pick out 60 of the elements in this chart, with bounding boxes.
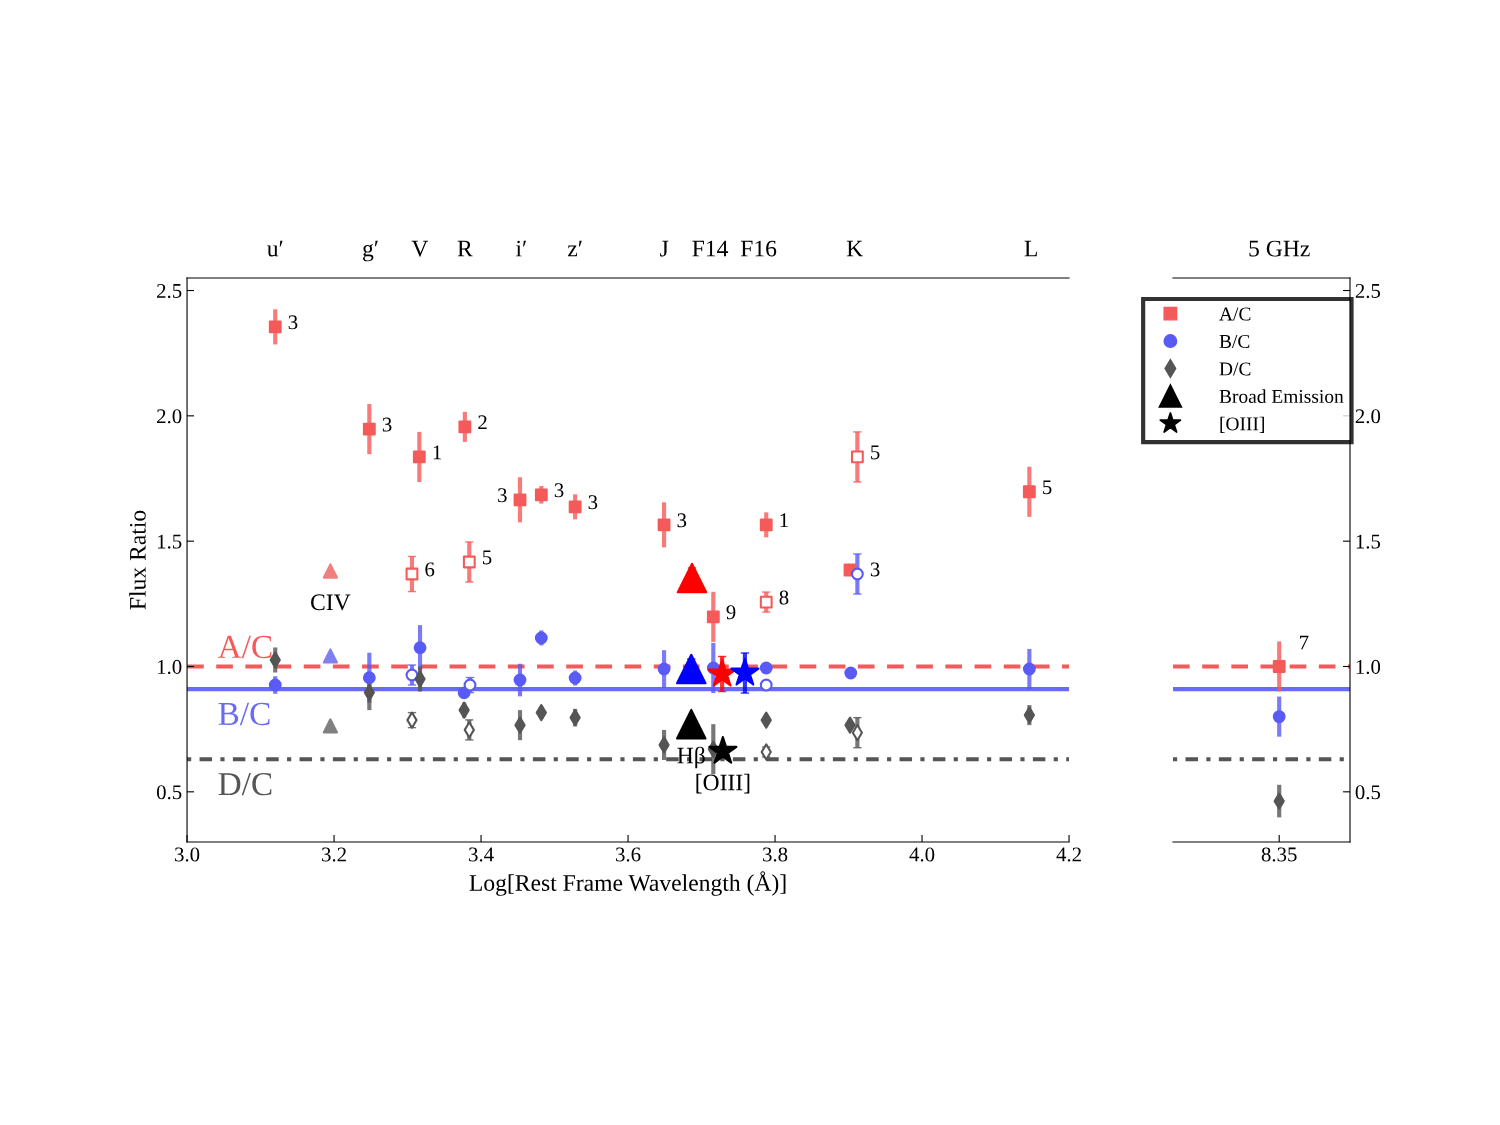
text: i′ xyxy=(515,240,527,257)
legend-label: Broad Emission xyxy=(1219,389,1344,403)
text: F14 xyxy=(692,240,729,257)
ref-line-label: A/C xyxy=(217,635,272,659)
y-tick-label: 0.5 xyxy=(156,785,182,800)
text: F16 xyxy=(740,240,777,257)
legend-label: B/C xyxy=(1219,334,1250,349)
annotation: 3 xyxy=(382,417,392,432)
text: R xyxy=(457,240,473,257)
x-tick-label: 3.6 xyxy=(616,847,641,862)
annotation: 1 xyxy=(780,513,788,528)
y2-tick-label: 0.5 xyxy=(1355,785,1381,800)
annotation: 5 xyxy=(483,550,492,565)
annotation: 2 xyxy=(478,415,487,430)
x-tick-label: 3.4 xyxy=(469,847,494,862)
x-tick-label: 3.0 xyxy=(175,847,200,862)
y2-tick-label: 1.5 xyxy=(1356,534,1381,549)
annotation: 3 xyxy=(677,513,687,528)
annotation: CIV xyxy=(311,594,351,611)
annotation: 1 xyxy=(433,445,441,460)
x-axis-title: Log[Rest Frame Wavelength (Å)] xyxy=(469,871,786,896)
y-tick-label: 1.0 xyxy=(157,659,182,675)
x-tick-label: 3.2 xyxy=(322,847,346,862)
annotation: 3 xyxy=(870,562,880,577)
annotation: 7 xyxy=(1300,635,1309,650)
legend-label: A/C xyxy=(1219,307,1251,321)
y2-tick-label: 2.0 xyxy=(1355,409,1381,424)
annotation: 5 xyxy=(1043,480,1052,495)
text: z′ xyxy=(567,240,582,257)
y2-tick-label: 2.5 xyxy=(1355,283,1381,299)
text: u′ xyxy=(267,240,283,257)
text: K xyxy=(846,240,864,257)
text: L xyxy=(1024,240,1037,257)
text: 5 GHz xyxy=(1249,240,1310,257)
legend-label: D/C xyxy=(1219,362,1251,376)
y-tick-label: 2.0 xyxy=(157,409,182,424)
y-tick-label: 1.5 xyxy=(157,534,182,549)
annotation: [OIII] xyxy=(696,773,750,794)
annotation: 5 xyxy=(871,445,880,460)
ref-line-label: B/C xyxy=(218,702,270,726)
y2-tick-label: 1.0 xyxy=(1356,659,1381,675)
text: J xyxy=(660,240,669,257)
y-tick-label: 2.5 xyxy=(157,283,182,299)
annotation: 3 xyxy=(498,488,507,503)
legend-label: [OIII] xyxy=(1220,416,1264,433)
annotation: 3 xyxy=(288,315,298,330)
annotation: 9 xyxy=(726,605,736,620)
annotation: 6 xyxy=(425,562,435,577)
x-tick-label: 4.0 xyxy=(909,847,935,862)
annotation: 3 xyxy=(588,495,598,510)
x-tick-label: 3.8 xyxy=(763,847,788,862)
annotation: 3 xyxy=(554,483,564,498)
text: V xyxy=(411,240,429,257)
annotation: 8 xyxy=(779,590,789,605)
annotation: Hβ xyxy=(677,746,705,769)
ref-line-label: D/C xyxy=(218,772,272,796)
x-tick-label: 8.35 xyxy=(1261,847,1297,862)
y-axis-title: Flux Ratio xyxy=(129,510,146,610)
text: g′ xyxy=(363,240,378,262)
x-tick-label: 4.2 xyxy=(1056,847,1081,862)
